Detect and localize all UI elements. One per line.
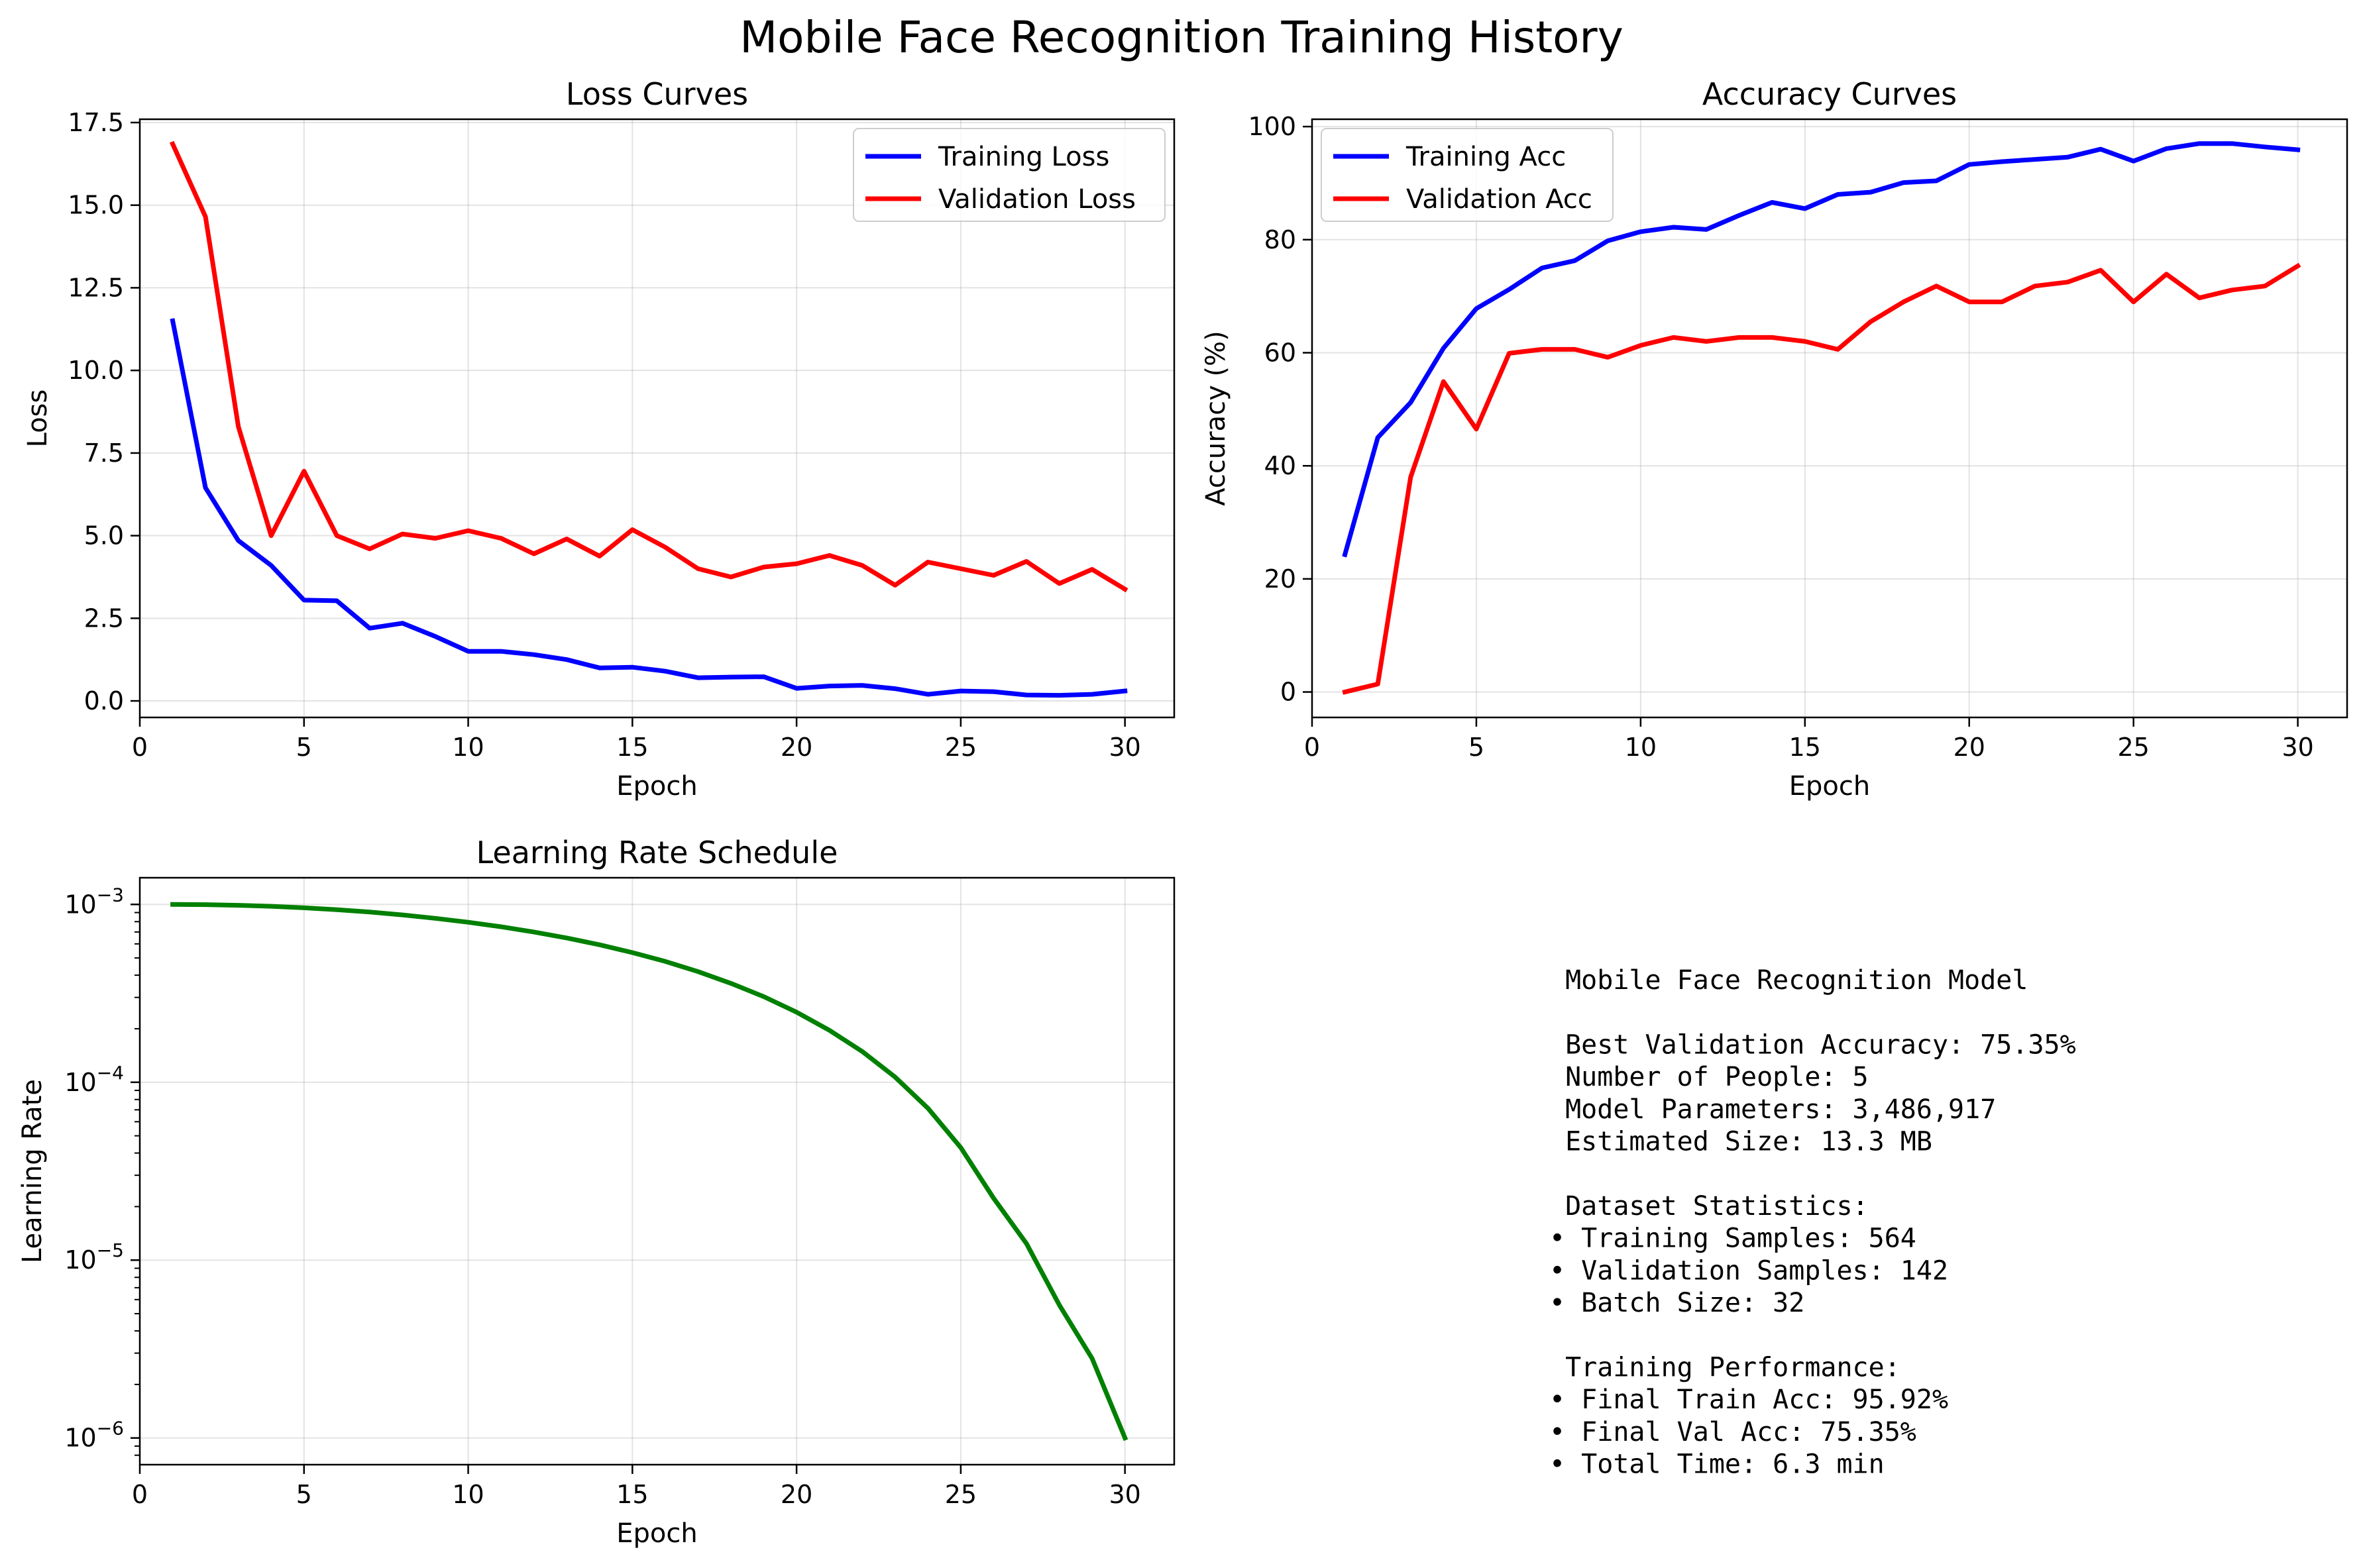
x-tick-label: 10: [452, 733, 484, 762]
x-tick-label: 10: [1625, 733, 1657, 762]
y-tick-label: 80: [1264, 225, 1296, 254]
x-tick-label: 20: [781, 733, 812, 762]
y-tick-label: 10−3: [64, 884, 124, 919]
axes-frame: [138, 876, 1176, 1466]
legend-box: [853, 128, 1166, 222]
stats-line: • Total Time: 6.3 min: [1549, 1449, 1885, 1480]
stats-line: Model Parameters: 3,486,917: [1549, 1094, 1996, 1125]
y-tick-label: 10−4: [64, 1062, 124, 1097]
x-axis-label: Epoch: [616, 771, 697, 802]
x-tick-label: 30: [1109, 733, 1140, 762]
x-tick-label: 5: [1468, 733, 1484, 762]
axes-frame: [1311, 118, 2348, 719]
figure-title: Mobile Face Recognition Training History: [740, 12, 1623, 63]
series-line-lr: [170, 902, 1128, 1441]
stats-line: • Validation Samples: 142: [1549, 1255, 1948, 1286]
y-tick-label: 12.5: [68, 273, 124, 302]
stats-line: Dataset Statistics:: [1549, 1191, 1869, 1222]
x-tick-label: 20: [781, 1480, 812, 1509]
x-tick-label: 0: [132, 733, 148, 762]
stats-line: Estimated Size: 13.3 MB: [1549, 1127, 1932, 1157]
y-axis-label: Accuracy (%): [1201, 331, 1231, 506]
y-tick-label: 2.5: [84, 603, 124, 633]
x-tick-label: 25: [2118, 733, 2150, 762]
y-axis-label: Learning Rate: [17, 1079, 48, 1263]
stats-line: • Batch Size: 32: [1549, 1288, 1804, 1318]
x-tick-label: 5: [296, 1480, 312, 1509]
x-axis-label: Epoch: [616, 1518, 697, 1549]
x-tick-label: 0: [1304, 733, 1320, 762]
stats-line: Mobile Face Recognition Model: [1549, 965, 2028, 996]
x-tick-label: 20: [1953, 733, 1985, 762]
stats-line: Number of People: 5: [1549, 1062, 1869, 1092]
stats-line: Training Performance:: [1549, 1352, 1900, 1383]
stats-line: • Training Samples: 564: [1549, 1224, 1916, 1254]
y-tick-label: 60: [1264, 338, 1296, 367]
legend-label: Training Loss: [938, 142, 1109, 172]
y-tick-label: 0: [1280, 678, 1296, 707]
learning-rate-chart: 0 5 10 15 20 25 30 10−3 10−4 10−5 10−6 Learning Rat…: [17, 835, 1176, 1549]
series-line-validation-acc: [1342, 262, 2301, 695]
y-tick-label: 7.5: [84, 439, 124, 468]
x-tick-label: 15: [616, 1480, 648, 1509]
x-tick-label: 15: [616, 733, 648, 762]
y-tick-label: 10.0: [68, 356, 124, 385]
x-axis-label: Epoch: [1789, 771, 1870, 802]
series-line-training-acc: [1342, 141, 2301, 558]
legend-label: Validation Acc: [1406, 184, 1592, 215]
series-line-training-loss: [170, 318, 1128, 698]
y-tick-label: 17.5: [68, 108, 124, 137]
x-tick-label: 25: [945, 1480, 977, 1509]
legend: Training Acc Validation Acc: [1321, 128, 1614, 222]
x-tick-label: 15: [1789, 733, 1821, 762]
stats-line: • Final Val Acc: 75.35%: [1549, 1417, 1916, 1447]
legend-label: Training Acc: [1405, 142, 1566, 172]
stats-line: • Final Train Acc: 95.92%: [1549, 1385, 1948, 1415]
x-tick-label: 0: [132, 1480, 148, 1509]
y-tick-label: 20: [1264, 564, 1296, 594]
series-line-validation-loss: [169, 140, 1128, 593]
x-tick-label: 5: [296, 733, 312, 762]
y-axis-label: Loss: [23, 390, 53, 448]
loss-chart: 0 5 10 15 20 25 30 0.0 2.5 5.0 7.5 10.0 12.5 15.0 17.5…: [23, 76, 1176, 802]
y-tick-label: 40: [1264, 451, 1296, 480]
y-tick-label: 15.0: [68, 191, 124, 220]
y-tick-label: 0.0: [84, 686, 124, 715]
legend: Training Loss Validation Loss: [853, 128, 1166, 222]
y-tick-label: 5.0: [84, 521, 124, 550]
chart-title: Loss Curves: [566, 76, 748, 112]
chart-title: Learning Rate Schedule: [476, 835, 838, 870]
x-tick-label: 10: [452, 1480, 484, 1509]
y-tick-label: 10−6: [64, 1418, 124, 1453]
accuracy-chart: 0 5 10 15 20 25 30 0 20 40 60 80 100 Accuracy Curves E…: [1201, 76, 2348, 802]
x-tick-label: 30: [2281, 733, 2313, 762]
y-tick-label: 100: [1248, 112, 1296, 141]
stats-panel: Mobile Face Recognition Model Best Valid…: [1549, 965, 2076, 1480]
legend-label: Validation Loss: [938, 184, 1136, 215]
chart-title: Accuracy Curves: [1702, 76, 1957, 112]
x-tick-label: 25: [945, 733, 977, 762]
y-tick-label: 10−5: [64, 1239, 124, 1275]
x-tick-label: 30: [1109, 1480, 1140, 1509]
axes-frame: [138, 118, 1176, 719]
stats-line: Best Validation Accuracy: 75.35%: [1549, 1029, 2076, 1060]
legend-box: [1321, 128, 1614, 222]
grid: [1311, 119, 2347, 717]
